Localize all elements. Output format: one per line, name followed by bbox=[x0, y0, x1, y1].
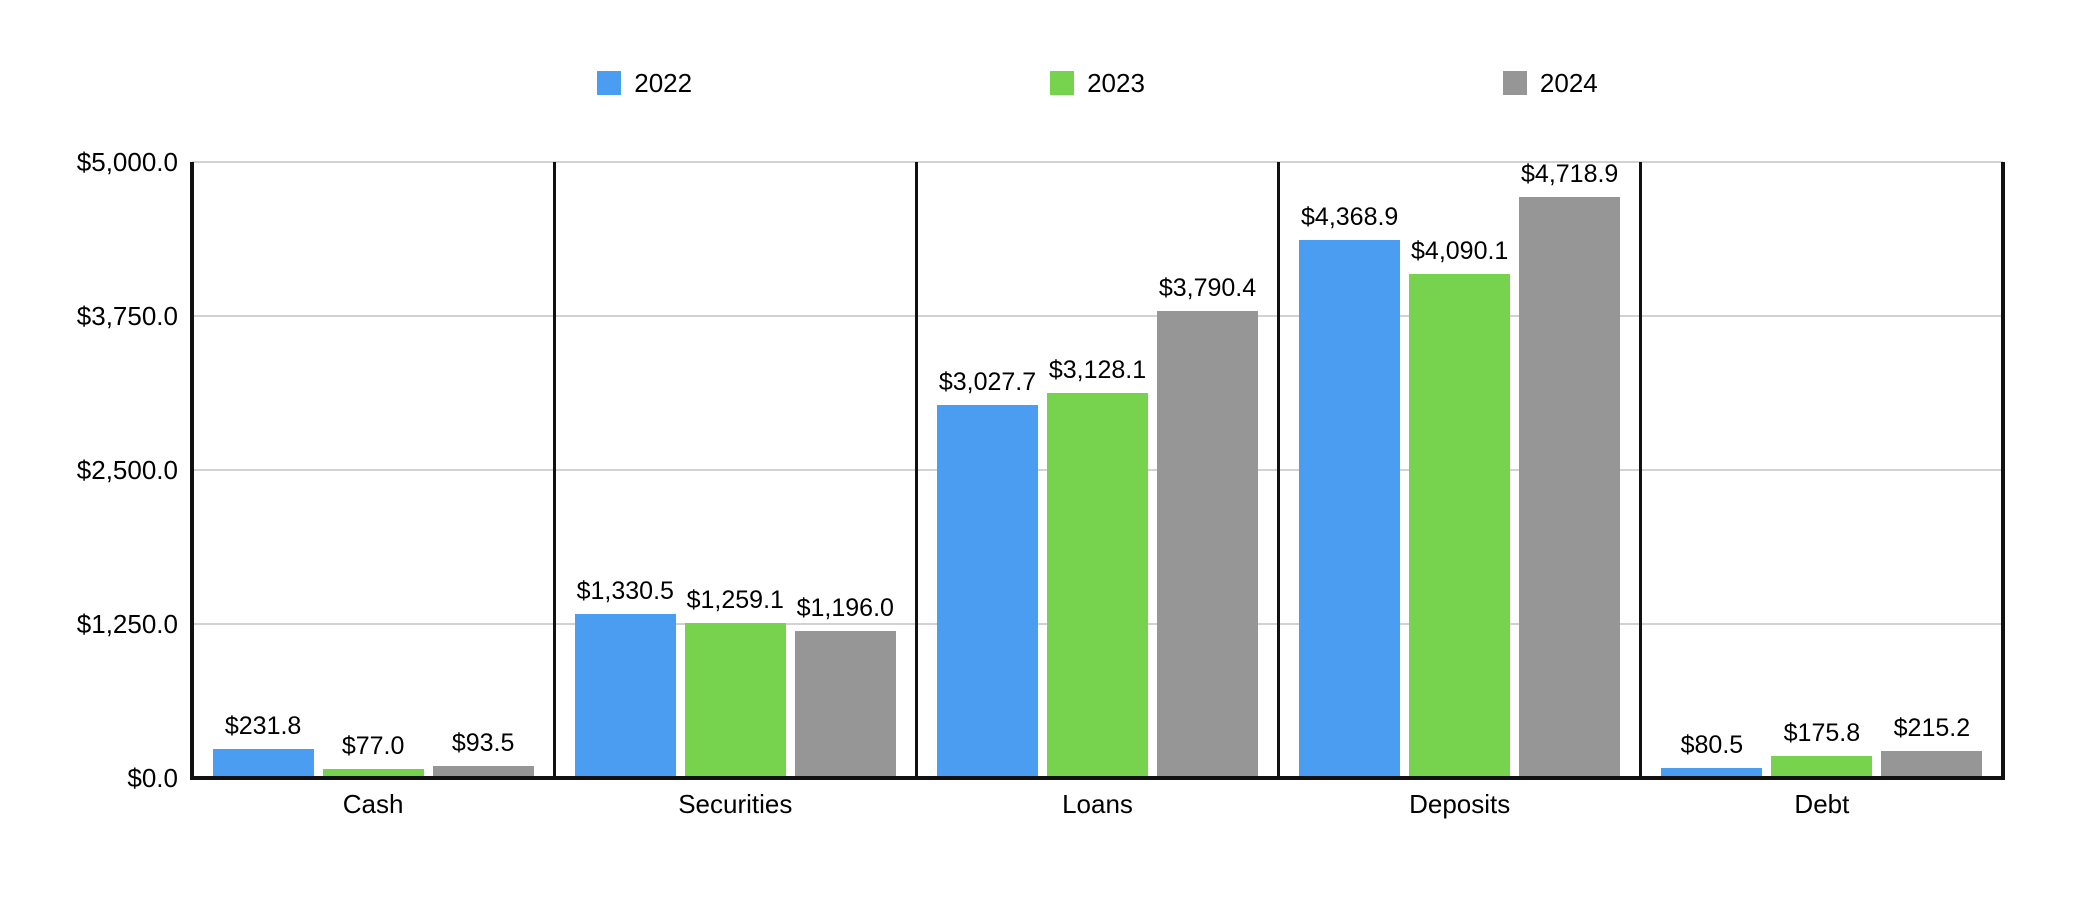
legend-item-2023: 2023 bbox=[1050, 68, 1145, 98]
bar-value-label: $1,330.5 bbox=[576, 577, 674, 606]
legend-label: 2024 bbox=[1539, 68, 1598, 98]
category-label-Deposits: Deposits bbox=[1409, 789, 1511, 819]
bar-2022-Cash bbox=[212, 749, 314, 778]
panel-divider bbox=[552, 162, 556, 780]
bar-2023-Securities bbox=[684, 622, 786, 778]
y-axis-tick-label: $0.0 bbox=[127, 763, 178, 793]
category-label-Loans: Loans bbox=[1062, 789, 1133, 819]
bar-2023-Deposits bbox=[1409, 274, 1511, 778]
panel-divider bbox=[1639, 162, 1643, 780]
bar-value-label: $1,196.0 bbox=[796, 593, 894, 622]
gridline bbox=[192, 161, 2003, 163]
bar-value-label: $4,090.1 bbox=[1411, 237, 1509, 266]
bar-value-label: $80.5 bbox=[1680, 731, 1744, 760]
legend-item-2022: 2022 bbox=[597, 68, 692, 98]
bar-2023-Cash bbox=[322, 768, 424, 778]
bar-2022-Deposits bbox=[1299, 239, 1401, 778]
y-axis-tick-label: $5,000.0 bbox=[76, 147, 178, 177]
y-axis-tick-label: $1,250.0 bbox=[76, 609, 178, 639]
bar-value-label: $1,259.1 bbox=[686, 585, 784, 614]
bar-2024-Deposits bbox=[1519, 196, 1621, 778]
bar-2024-Loans bbox=[1157, 311, 1258, 778]
category-label-Securities: Securities bbox=[678, 789, 793, 819]
bar-2023-Loans bbox=[1047, 392, 1148, 778]
bar-value-label: $3,027.7 bbox=[938, 367, 1037, 396]
category-label-Cash: Cash bbox=[342, 789, 404, 819]
bar-2024-Securities bbox=[794, 630, 896, 778]
legend-swatch-icon bbox=[1050, 71, 1075, 95]
bar-value-label: $175.8 bbox=[1783, 719, 1861, 748]
legend-swatch-icon bbox=[597, 71, 622, 95]
plot-right-border bbox=[2001, 162, 2005, 780]
legend: 2022 2023 2024 bbox=[192, 68, 2003, 98]
bar-value-label: $215.2 bbox=[1893, 714, 1971, 743]
bar-2024-Cash bbox=[432, 766, 534, 778]
x-axis-line bbox=[190, 776, 2005, 780]
bar-value-label: $231.8 bbox=[224, 712, 302, 741]
bar-value-label: $4,368.9 bbox=[1301, 202, 1399, 231]
category-label-Debt: Debt bbox=[1794, 789, 1850, 819]
bar-2022-Loans bbox=[937, 404, 1038, 778]
bar-2024-Debt bbox=[1881, 751, 1983, 778]
bar-value-label: $3,128.1 bbox=[1048, 355, 1147, 384]
bar-value-label: $93.5 bbox=[451, 729, 515, 758]
panel-divider bbox=[914, 162, 918, 780]
legend-item-2024: 2024 bbox=[1502, 68, 1598, 98]
y-axis-tick-label: $3,750.0 bbox=[76, 301, 178, 331]
y-axis-tick-label: $2,500.0 bbox=[76, 455, 178, 485]
y-axis-line bbox=[190, 162, 194, 780]
legend-label: 2023 bbox=[1087, 68, 1145, 98]
bar-2022-Debt bbox=[1661, 768, 1763, 778]
panel-divider bbox=[1277, 162, 1281, 780]
bar-2022-Securities bbox=[574, 614, 676, 778]
bar-2023-Debt bbox=[1771, 756, 1873, 778]
bar-value-label: $3,790.4 bbox=[1158, 274, 1257, 303]
bar-value-label: $4,718.9 bbox=[1521, 159, 1619, 188]
legend-label: 2022 bbox=[634, 68, 693, 98]
bar-value-label: $77.0 bbox=[341, 731, 405, 760]
legend-swatch-icon bbox=[1502, 71, 1527, 95]
gridline bbox=[192, 315, 2003, 317]
